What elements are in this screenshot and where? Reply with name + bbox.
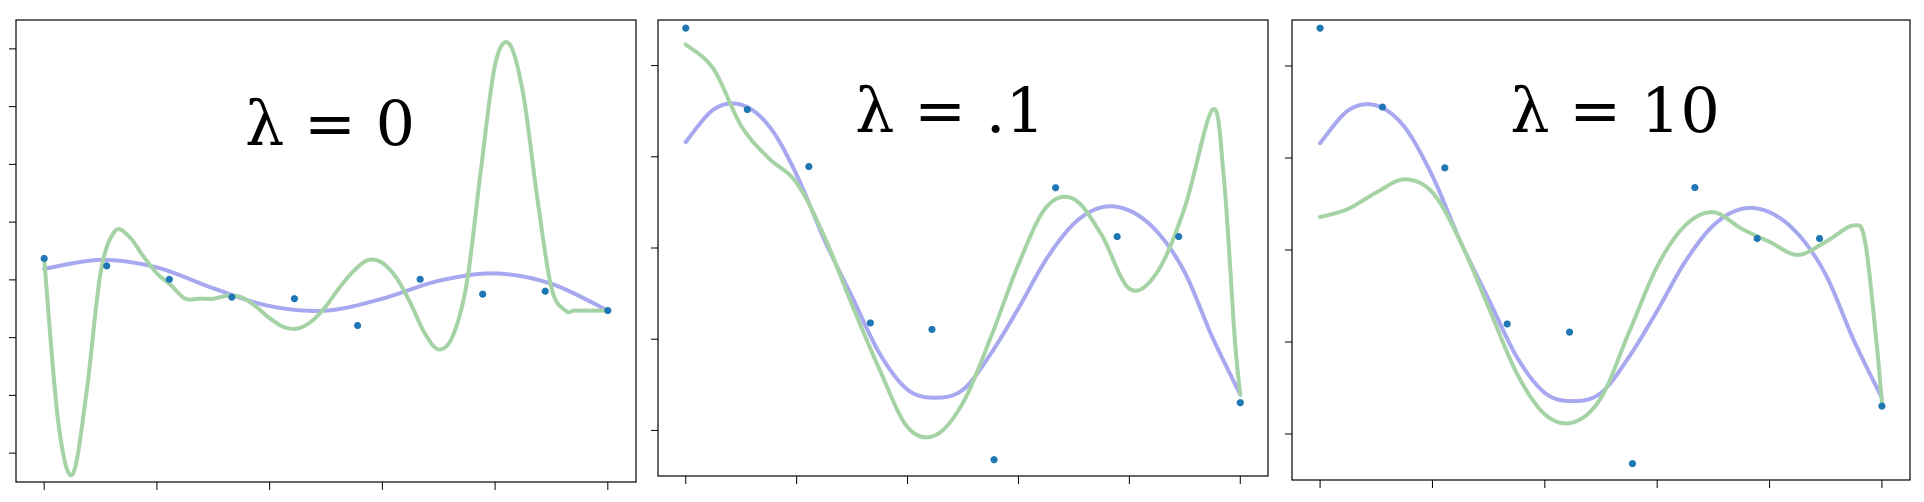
data-point [928,325,936,334]
data-point [1175,233,1183,241]
data-point [604,307,612,315]
data-point [1052,184,1060,192]
panel-title: λ = .1 [855,74,1045,147]
panel-title: λ = 10 [1510,74,1720,147]
data-point [866,319,874,327]
smooth-fit-curve [1318,102,1884,404]
data-points [1316,24,1886,468]
data-points [682,24,1244,464]
data-point [103,262,111,270]
plot-frame [15,19,637,483]
data-point [416,275,424,283]
data-point [1236,399,1244,407]
data-point [1753,234,1761,243]
data-point [1113,233,1121,241]
chart-panel-lambda-10: λ = 10 [1285,19,1911,488]
data-point [1503,320,1511,328]
data-point [1378,103,1387,111]
axis-ticks [9,48,609,490]
smooth-fit-curve [42,257,610,313]
chart-panel-lambda-0: λ = 0 [9,19,637,490]
data-point [1316,24,1324,32]
data-point [290,295,299,303]
data-point [228,293,236,301]
axis-ticks [651,65,1241,484]
smooth-fit-curve [683,101,1243,400]
data-point [40,254,48,263]
data-point [805,162,813,171]
data-point [1691,183,1699,192]
chart-panel-lambda-0-1: λ = .1 [651,19,1269,484]
data-point [682,24,690,32]
data-point [1878,402,1886,410]
data-points [40,254,612,330]
data-point [990,456,998,464]
data-point [1815,234,1824,243]
regularized-fit-curve [1318,177,1884,426]
fit-curves [42,40,610,478]
data-point [1441,164,1449,172]
regularized-fit-curve [42,40,610,478]
data-point [165,275,173,283]
axis-ticks [1285,65,1883,488]
regularized-fit-curve [683,42,1243,440]
panel-title: λ = 0 [245,87,415,160]
data-point [353,321,362,330]
data-point [743,105,751,114]
data-point [541,287,549,295]
fit-curves [1318,102,1884,426]
data-point [1628,459,1637,468]
fit-curves [683,42,1243,440]
data-point [1565,328,1574,336]
data-point [479,290,487,298]
